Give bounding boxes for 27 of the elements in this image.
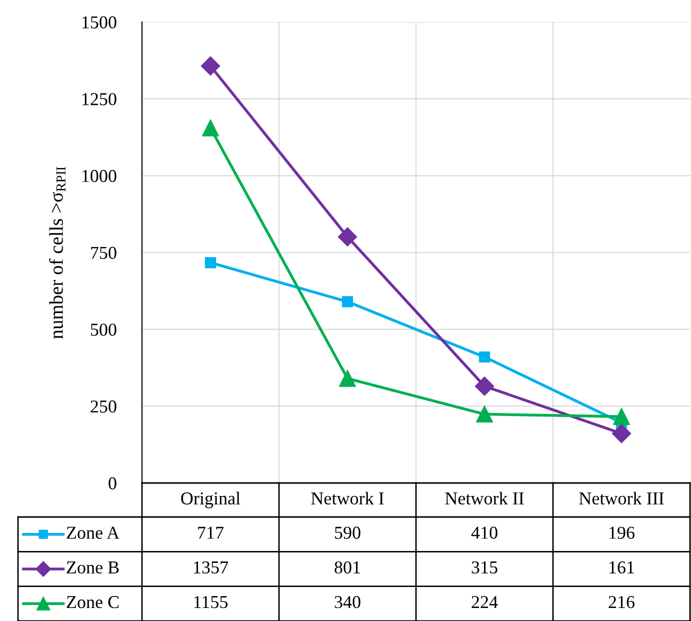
data-label: 216 <box>608 596 635 608</box>
data-label: 1155 <box>194 596 228 608</box>
y-tick-label: 1500 <box>82 16 116 28</box>
x-tick-label: Network III <box>579 492 664 505</box>
data-label: 717 <box>198 526 224 539</box>
data-label: 224 <box>472 596 498 608</box>
y-tick-label: 0 <box>108 477 116 490</box>
data-label: 340 <box>334 596 360 608</box>
legend-label: Zone A <box>66 526 120 539</box>
y-tick-label: 1000 <box>82 170 116 182</box>
y-tick-label: 250 <box>90 400 116 413</box>
y-axis-title: number of cells >σ$_{RPII}$ <box>49 166 66 339</box>
x-tick-label: Original <box>181 492 240 508</box>
y-tick-label: 1250 <box>82 93 116 106</box>
y-tick-label: 750 <box>91 246 116 259</box>
data-label: 161 <box>610 561 634 574</box>
data-label: 410 <box>471 526 498 539</box>
data-label: 590 <box>335 526 360 539</box>
data-label: 801 <box>334 561 360 574</box>
legend-label: Zone B <box>66 562 119 574</box>
data-label: 315 <box>472 561 498 574</box>
data-label: 1357 <box>194 561 228 574</box>
legend-label: Zone C <box>66 596 119 608</box>
x-tick-label: Network II <box>445 492 524 505</box>
y-tick-label: 500 <box>90 324 116 336</box>
data-label: 196 <box>610 526 635 539</box>
x-tick-label: Network I <box>311 492 384 505</box>
